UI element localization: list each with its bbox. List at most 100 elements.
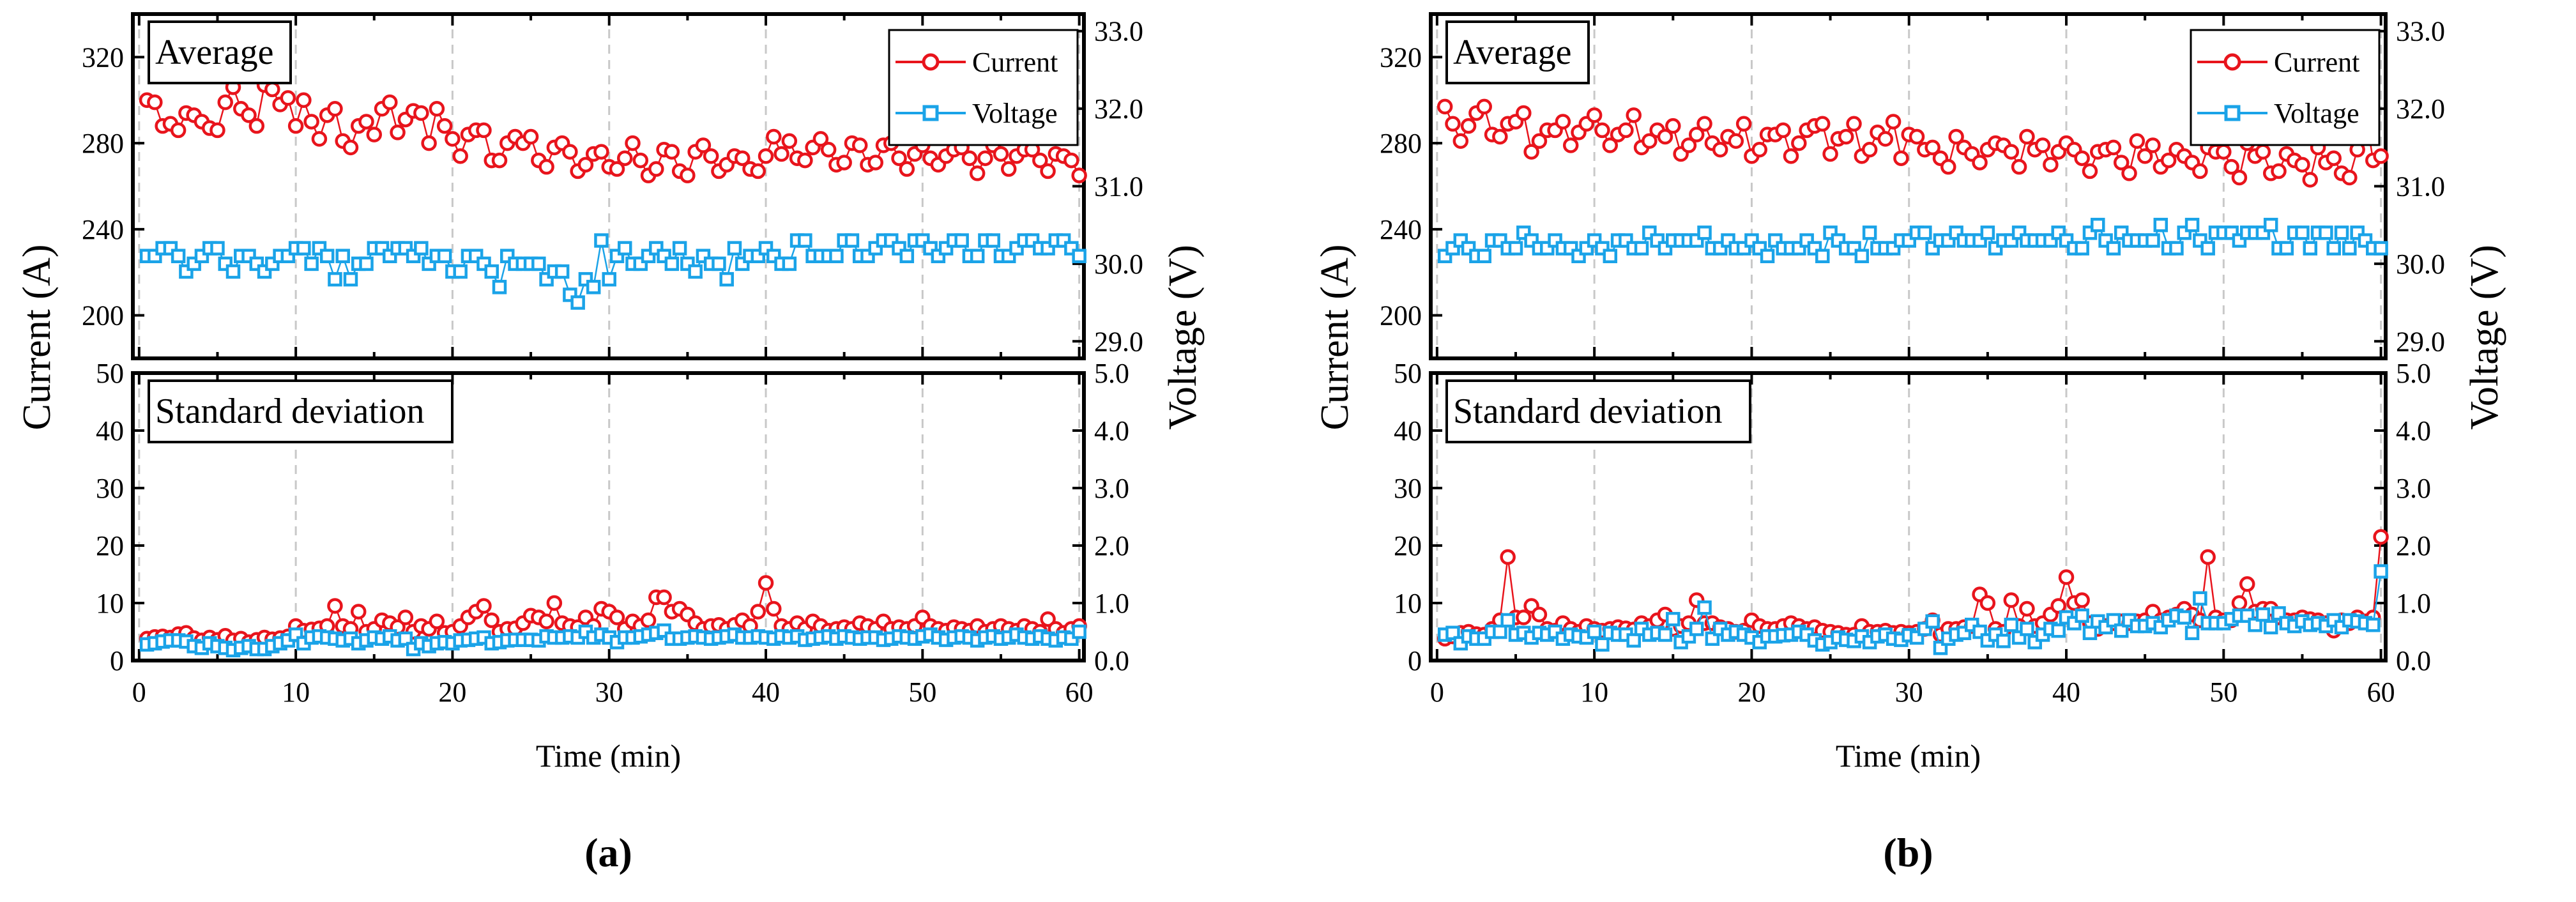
y-axis-title-left: Current (A) <box>15 245 59 431</box>
data-point-current <box>287 118 304 134</box>
data-point-current <box>1516 105 1532 121</box>
data-point-voltage <box>1996 634 2011 648</box>
data-point-voltage <box>2303 241 2318 256</box>
data-point-voltage <box>1815 248 1830 264</box>
y-tick-label-right: 33.0 <box>1094 16 1143 47</box>
y-tick-label-left: 240 <box>82 214 124 245</box>
data-point-voltage <box>1634 241 1649 256</box>
data-point-voltage <box>2177 610 2191 625</box>
data-point-voltage <box>618 241 632 256</box>
data-point-current <box>2003 144 2020 160</box>
data-point-voltage <box>296 241 311 256</box>
data-point-voltage <box>554 264 570 279</box>
data-point-voltage <box>1500 613 1515 628</box>
data-point-current <box>327 100 343 117</box>
data-point-voltage <box>1760 248 1775 264</box>
y-tick-label-right: 31.0 <box>1094 171 1143 203</box>
data-point-current <box>820 141 837 158</box>
data-point-voltage <box>1980 226 1995 240</box>
data-point-current <box>703 148 719 164</box>
data-point-voltage <box>1493 624 1507 639</box>
data-point-voltage <box>414 241 429 256</box>
data-point-voltage <box>225 264 241 279</box>
data-point-current <box>993 146 1009 162</box>
y-axis-title-left: Current (A) <box>1313 245 1357 431</box>
data-point-current <box>366 126 383 142</box>
x-tick-label: 20 <box>438 676 466 708</box>
data-point-current <box>1555 114 1571 130</box>
data-point-current <box>1642 133 1658 149</box>
data-point-current <box>1618 122 1634 139</box>
data-point-current <box>1712 141 1728 158</box>
data-point-current <box>350 604 367 620</box>
x-tick-label: 50 <box>908 676 936 708</box>
data-point-voltage <box>1072 248 1086 264</box>
x-tick-label: 60 <box>1065 676 1094 708</box>
data-point-current <box>476 122 492 139</box>
data-point-voltage <box>2075 608 2089 623</box>
data-point-current <box>1948 128 1964 145</box>
data-point-voltage <box>664 256 680 271</box>
data-point-current <box>429 100 445 117</box>
data-point-voltage <box>171 248 186 264</box>
y-tick-label-left: 40 <box>96 415 124 447</box>
legend-box <box>888 29 1079 146</box>
data-point-voltage <box>304 256 319 271</box>
data-point-voltage <box>2114 623 2129 638</box>
x-tick-label: 50 <box>2209 676 2237 708</box>
data-point-current <box>452 148 468 164</box>
data-point-current <box>750 604 766 620</box>
data-point-current <box>1861 141 1878 158</box>
data-point-voltage <box>1697 600 1712 615</box>
data-point-current <box>429 613 445 630</box>
data-point-voltage <box>2184 625 2200 641</box>
legend-label: Current <box>972 47 1058 78</box>
y-tick-label-right: 1.0 <box>2396 588 2431 619</box>
data-point-current <box>170 122 187 139</box>
data-point-current <box>147 94 163 111</box>
data-point-current <box>2342 169 2358 186</box>
data-point-voltage <box>688 264 703 279</box>
data-point-current <box>1909 128 1925 145</box>
data-point-current <box>1728 133 1744 149</box>
data-point-voltage <box>210 241 225 256</box>
data-point-current <box>2271 163 2287 180</box>
data-point-voltage <box>970 248 985 264</box>
data-point-voltage <box>343 271 358 287</box>
data-point-voltage <box>798 233 812 248</box>
data-point-voltage <box>2169 241 2184 256</box>
data-point-current <box>664 144 680 160</box>
data-point-current <box>1437 98 1453 115</box>
data-point-current <box>562 144 578 160</box>
data-point-current <box>217 94 233 111</box>
data-point-current <box>1893 150 1909 166</box>
data-point-voltage <box>2319 226 2333 240</box>
data-point-current <box>1885 114 1902 130</box>
data-point-current <box>1531 133 1548 149</box>
data-point-current <box>625 135 641 151</box>
data-point-current <box>1586 107 1603 123</box>
data-point-voltage <box>335 248 350 264</box>
y-tick-label-right: 4.0 <box>1094 415 1129 447</box>
y-tick-label-left: 280 <box>1380 128 1422 159</box>
panel-label: Average <box>155 33 274 72</box>
data-point-current <box>1562 137 1579 153</box>
data-point-voltage <box>2255 607 2271 622</box>
data-point-current <box>2011 158 2027 175</box>
data-point-current <box>413 105 429 121</box>
y-tick-label-right: 30.0 <box>2396 248 2445 280</box>
legend-label: Voltage <box>972 98 1058 129</box>
data-point-current <box>695 137 712 153</box>
y-tick-label-left: 20 <box>1394 530 1422 562</box>
data-point-current <box>867 155 883 171</box>
data-point-current <box>609 609 625 625</box>
legend-marker-voltage <box>2224 105 2241 121</box>
data-point-current <box>2373 148 2389 164</box>
data-point-current <box>1460 118 1477 134</box>
y-tick-label-left: 30 <box>96 473 124 504</box>
data-point-current <box>2192 163 2208 180</box>
data-point-voltage <box>398 631 413 646</box>
y-tick-label-left: 20 <box>96 530 124 562</box>
data-point-current <box>1791 135 1807 151</box>
y-tick-label-right: 32.0 <box>1094 93 1143 125</box>
